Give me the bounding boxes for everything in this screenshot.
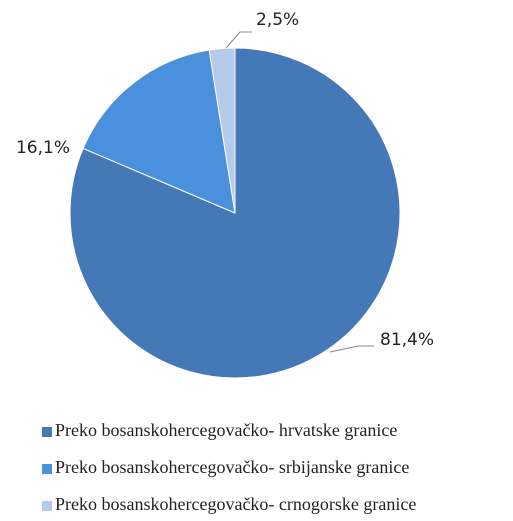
pie-slice — [69, 47, 401, 379]
pie-slice — [208, 47, 236, 214]
data-label: 81,4% — [380, 330, 434, 350]
legend-swatch — [42, 501, 52, 511]
pie-slice — [82, 49, 236, 214]
leader-line — [329, 345, 374, 353]
legend-text: Preko bosanskohercegovačko- hrvatske gra… — [55, 420, 397, 440]
data-label: 2,5% — [256, 10, 299, 30]
legend-swatch — [42, 464, 52, 474]
legend-text: Preko bosanskohercegovačko- crnogorske g… — [55, 494, 416, 514]
data-label: 16,1% — [16, 138, 70, 158]
legend-text: Preko bosanskohercegovačko- srbijanske g… — [55, 457, 409, 477]
legend-swatch — [42, 427, 52, 437]
leader-line — [225, 31, 252, 49]
